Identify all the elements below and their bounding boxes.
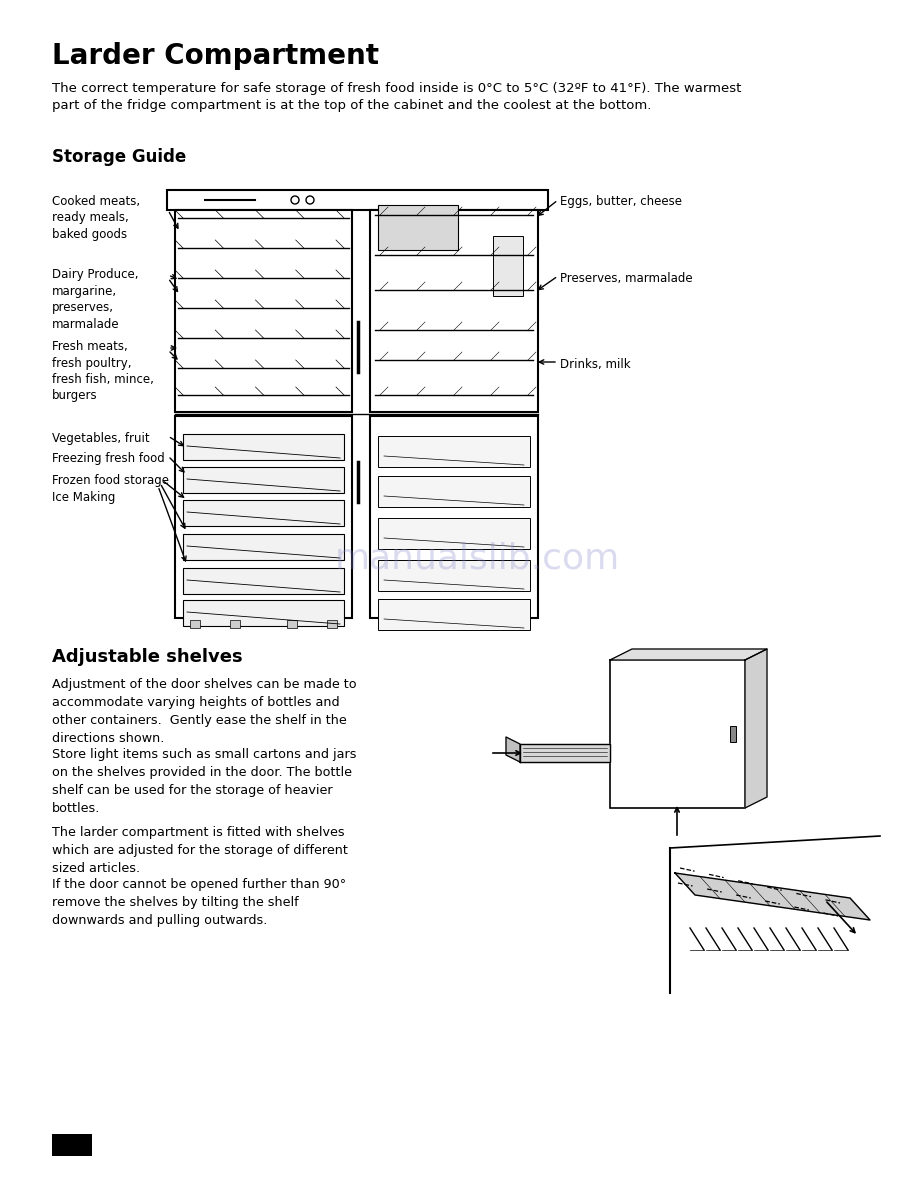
Text: Cooked meats,
ready meals,
baked goods: Cooked meats, ready meals, baked goods [52, 195, 140, 241]
Bar [370, 416, 538, 618]
Text: Store light items such as small cartons and jars
on the shelves provided in the : Store light items such as small cartons … [52, 748, 356, 815]
Bar [183, 600, 344, 626]
Bar [167, 190, 548, 210]
Text: The correct temperature for safe storage of fresh food inside is 0°C to 5°C (32º: The correct temperature for safe storage… [52, 82, 742, 113]
Text: Dairy Produce,
margarine,
preserves,
marmalade: Dairy Produce, margarine, preserves, mar… [52, 268, 139, 330]
Text: manualslib.com: manualslib.com [335, 542, 620, 575]
Bar [183, 434, 344, 460]
Text: Adjustment of the door shelves can be made to
accommodate varying heights of bot: Adjustment of the door shelves can be ma… [52, 678, 356, 745]
Text: Frozen food storage
Ice Making: Frozen food storage Ice Making [52, 474, 169, 504]
Bar [327, 620, 337, 628]
Text: 8: 8 [67, 1158, 77, 1174]
Text: The larder compartment is fitted with shelves
which are adjusted for the storage: The larder compartment is fitted with sh… [52, 826, 348, 876]
Bar [183, 500, 344, 526]
Bar [378, 206, 458, 249]
Bar [190, 620, 200, 628]
Bar [52, 1135, 92, 1156]
Bar [370, 210, 538, 412]
Bar [183, 568, 344, 594]
Bar [175, 416, 352, 618]
Polygon shape [520, 744, 610, 762]
Bar [230, 620, 240, 628]
Text: Drinks, milk: Drinks, milk [560, 358, 631, 371]
Polygon shape [610, 649, 767, 661]
Polygon shape [506, 737, 520, 762]
Bar [610, 661, 745, 808]
Text: Freezing fresh food: Freezing fresh food [52, 451, 164, 465]
Bar [183, 533, 344, 560]
Polygon shape [675, 873, 870, 920]
Text: Eggs, butter, cheese: Eggs, butter, cheese [560, 195, 682, 208]
Bar [183, 467, 344, 493]
Bar [287, 620, 297, 628]
Text: Preserves, marmalade: Preserves, marmalade [560, 272, 692, 285]
Bar [378, 599, 530, 630]
Bar [493, 236, 523, 296]
Bar [730, 726, 736, 742]
Text: Storage Guide: Storage Guide [52, 148, 186, 166]
Text: Larder Compartment: Larder Compartment [52, 42, 379, 70]
Bar [175, 210, 352, 412]
Bar [378, 560, 530, 590]
Bar [378, 518, 530, 549]
Text: Fresh meats,
fresh poultry,
fresh fish, mince,
burgers: Fresh meats, fresh poultry, fresh fish, … [52, 340, 154, 403]
Polygon shape [745, 649, 767, 808]
Bar [378, 476, 530, 507]
Text: If the door cannot be opened further than 90°
remove the shelves by tilting the : If the door cannot be opened further tha… [52, 878, 346, 927]
Bar [378, 436, 530, 467]
Text: Adjustable shelves: Adjustable shelves [52, 647, 242, 666]
Text: Vegetables, fruit: Vegetables, fruit [52, 432, 150, 446]
